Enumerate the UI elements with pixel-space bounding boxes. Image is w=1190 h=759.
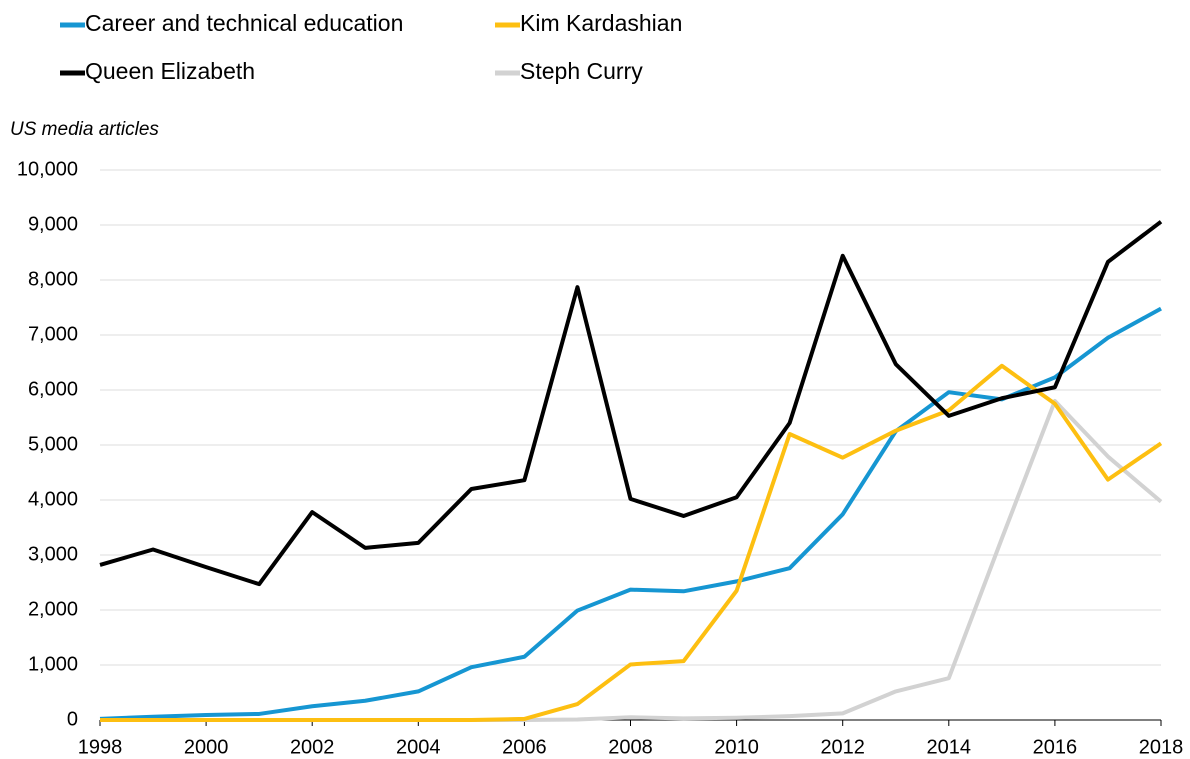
series-line <box>99 306 1162 721</box>
x-tick-label: 2016 <box>1033 736 1078 758</box>
y-tick-label: 5,000 <box>28 433 78 455</box>
legend-label: Queen Elizabeth <box>85 58 255 84</box>
y-tick-label: 4,000 <box>28 488 78 510</box>
y-tick-label: 3,000 <box>28 543 78 565</box>
y-tick-label: 6,000 <box>28 378 78 400</box>
y-axis-label: US media articles <box>10 119 159 140</box>
legend-label: Steph Curry <box>520 58 643 84</box>
y-tick-label: 8,000 <box>28 268 78 290</box>
y-tick-label: 9,000 <box>28 213 78 235</box>
y-tick-label: 10,000 <box>17 158 78 180</box>
y-tick-label: 7,000 <box>28 323 78 345</box>
x-tick-label: 2008 <box>608 736 653 758</box>
x-tick-label: 2010 <box>714 736 759 758</box>
x-tick-label: 2004 <box>396 736 441 758</box>
x-tick-label: 2000 <box>184 736 229 758</box>
x-tick-label: 2018 <box>1139 736 1184 758</box>
series-line <box>100 363 1163 722</box>
x-tick-label: 1998 <box>78 736 123 758</box>
series-line <box>99 220 1163 587</box>
x-tick-label: 2014 <box>927 736 972 758</box>
legend-label: Kim Kardashian <box>520 10 682 36</box>
y-tick-label: 2,000 <box>28 598 78 620</box>
y-tick-label: 1,000 <box>28 653 78 675</box>
series-line <box>100 399 1163 722</box>
y-tick-label: 0 <box>67 708 78 730</box>
x-tick-label: 2012 <box>820 736 865 758</box>
legend-label: Career and technical education <box>85 10 403 36</box>
x-tick-label: 2002 <box>290 736 335 758</box>
x-tick-label: 2006 <box>502 736 547 758</box>
